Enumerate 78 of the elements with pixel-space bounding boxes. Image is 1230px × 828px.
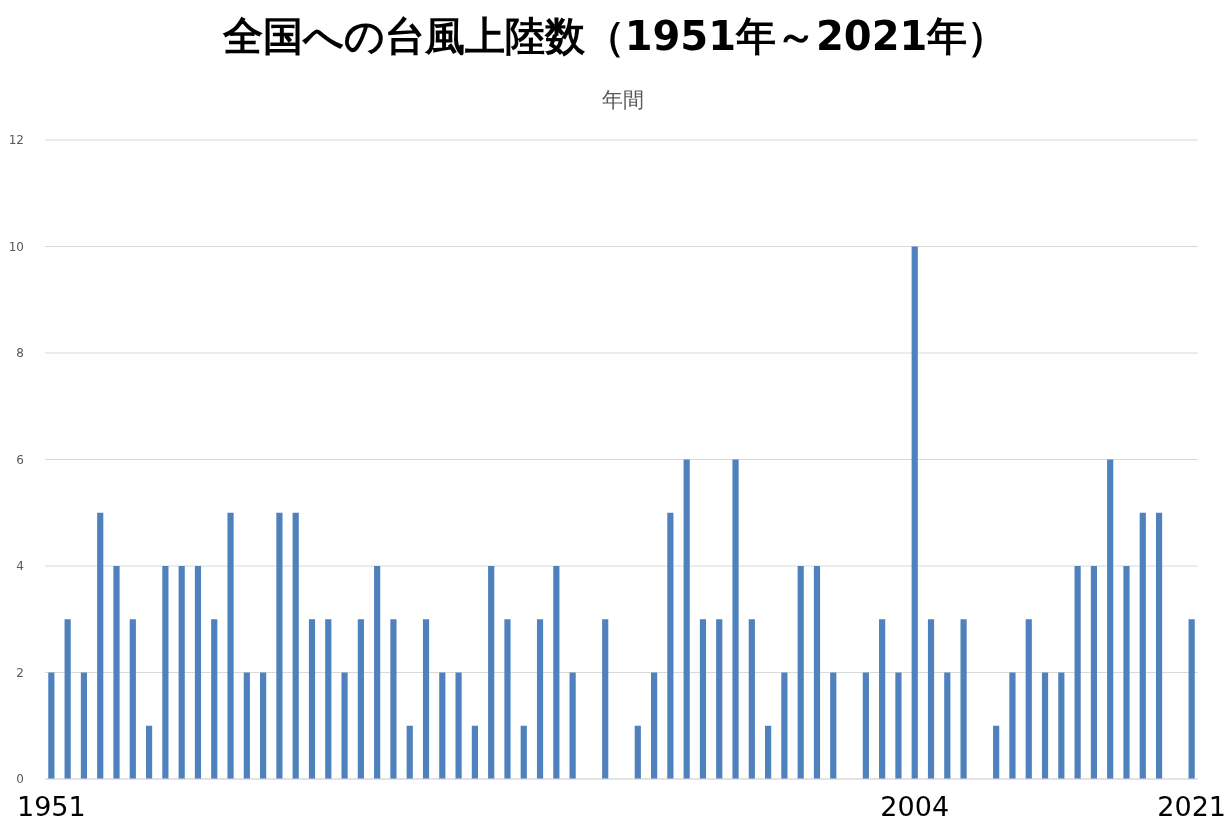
y-tick-label: 8	[16, 346, 24, 361]
bar	[1074, 566, 1081, 779]
bar	[1155, 512, 1163, 779]
bar	[716, 619, 723, 779]
bar	[1090, 566, 1097, 779]
y-tick-label: 0	[16, 772, 24, 787]
bar	[634, 725, 641, 779]
bar	[48, 672, 55, 779]
bar	[455, 672, 462, 779]
bar	[911, 246, 918, 779]
x-tick-label: 1951	[16, 791, 86, 822]
bar	[748, 619, 755, 779]
bar	[553, 566, 560, 779]
bar	[520, 725, 527, 779]
bar	[374, 566, 381, 779]
bar	[308, 619, 316, 779]
bar	[113, 566, 120, 779]
bar	[276, 512, 283, 779]
bar	[683, 459, 690, 779]
bar	[422, 619, 430, 779]
bar	[1139, 512, 1146, 779]
bar	[292, 512, 299, 779]
bar	[488, 566, 495, 779]
bar	[1107, 459, 1114, 779]
bar	[765, 725, 772, 779]
y-tick-label: 10	[8, 239, 24, 254]
bar	[194, 566, 202, 779]
bar	[1188, 619, 1195, 779]
bar	[439, 672, 446, 779]
bar	[797, 566, 804, 779]
bar	[1123, 566, 1130, 779]
bar	[341, 672, 348, 779]
bar	[569, 672, 576, 779]
bar	[667, 512, 674, 779]
bar	[650, 672, 658, 779]
bar	[602, 619, 609, 779]
bar	[699, 619, 707, 779]
bar	[927, 619, 935, 779]
bar	[406, 725, 413, 779]
bar	[813, 566, 821, 779]
bar	[879, 619, 886, 779]
bar	[97, 512, 104, 779]
bar	[993, 725, 1000, 779]
bar	[325, 619, 332, 779]
bar	[178, 566, 185, 779]
bar	[162, 566, 169, 779]
bar	[471, 725, 478, 779]
bar	[944, 672, 951, 779]
y-tick-label: 12	[8, 133, 24, 148]
bar	[260, 672, 267, 779]
bar	[1058, 672, 1065, 779]
bar	[895, 672, 902, 779]
bar	[504, 619, 511, 779]
bar	[129, 619, 136, 779]
bar	[146, 725, 153, 779]
y-tick-label: 2	[16, 665, 24, 680]
bar	[211, 619, 218, 779]
bar	[781, 672, 788, 779]
x-tick-label: 2004	[880, 791, 950, 822]
bar	[64, 619, 71, 779]
bar	[1009, 672, 1016, 779]
bar	[536, 619, 544, 779]
bar	[862, 672, 869, 779]
bar	[1025, 619, 1032, 779]
x-tick-label: 2021	[1157, 791, 1227, 822]
y-tick-label: 4	[16, 559, 24, 574]
bar	[243, 672, 250, 779]
bar	[227, 512, 234, 779]
y-tick-label: 6	[16, 452, 24, 467]
bar	[1041, 672, 1049, 779]
bar	[732, 459, 739, 779]
bar	[960, 619, 967, 779]
bar	[357, 619, 364, 779]
chart-title: 全国への台風上陸数（1951年～2021年）	[221, 13, 1008, 59]
bar	[830, 672, 837, 779]
chart-subtitle: 年間	[602, 88, 644, 112]
bar	[390, 619, 397, 779]
bar	[80, 672, 88, 779]
